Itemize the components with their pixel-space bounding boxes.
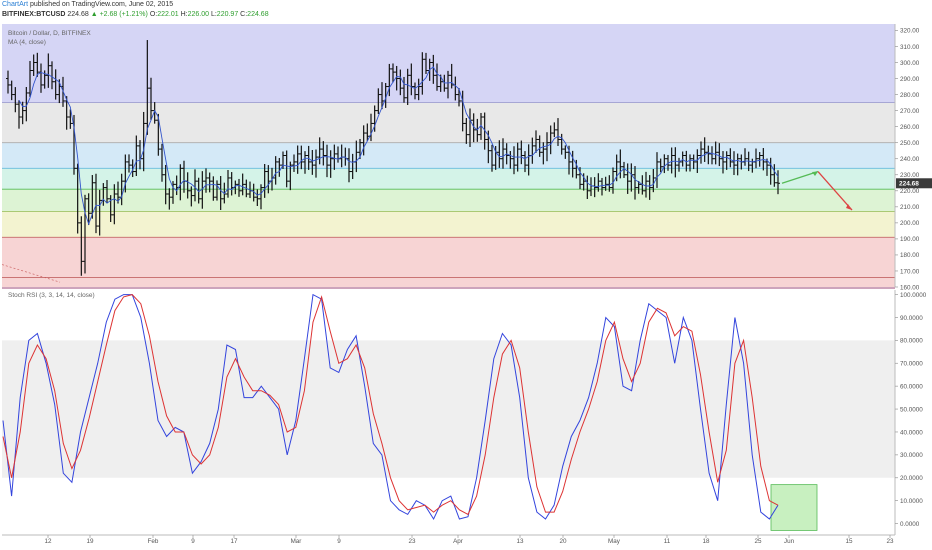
rsi-axis-label: 70.0000 bbox=[900, 361, 923, 368]
time-axis-label: 20 bbox=[559, 538, 567, 545]
publish-text: published on TradingView.com, June 02, 2… bbox=[30, 1, 174, 8]
high-label: H: bbox=[180, 11, 188, 18]
price-axis-label: 220.00 bbox=[900, 188, 920, 195]
price-axis-label: 190.00 bbox=[900, 236, 920, 243]
rsi-legend-title: Stoch RSI (3, 3, 14, 14, close) bbox=[8, 292, 95, 299]
low-label: L: bbox=[210, 11, 217, 18]
last-price-tag bbox=[896, 178, 932, 189]
time-axis-label: 12 bbox=[44, 538, 52, 545]
rsi-axis-label: 20.0000 bbox=[900, 475, 923, 482]
price-zone-3 bbox=[2, 168, 895, 190]
price-zone-6 bbox=[2, 237, 895, 287]
rsi-axis-label: 80.0000 bbox=[900, 338, 923, 345]
time-axis-label: 23 bbox=[408, 538, 416, 545]
open-value: 222.01 bbox=[157, 11, 179, 18]
price-axis-label: 240.00 bbox=[900, 156, 920, 163]
low-value: 220.97 bbox=[216, 11, 239, 18]
ma-line bbox=[18, 66, 779, 226]
time-axis-label: 23 bbox=[886, 538, 894, 545]
price-axis-label: 230.00 bbox=[900, 172, 920, 179]
time-axis-label: 9 bbox=[337, 538, 341, 545]
rsi-highlight-box bbox=[770, 484, 818, 531]
price-axis-label: 250.00 bbox=[900, 140, 920, 147]
open-label: O: bbox=[149, 11, 158, 18]
projection-down-line bbox=[817, 171, 853, 211]
price-zone-4 bbox=[2, 189, 895, 212]
publish-line: ChartArt published on TradingView.com, J… bbox=[2, 1, 173, 8]
time-axis-label: 15 bbox=[845, 538, 853, 545]
price-axis-label: 170.00 bbox=[900, 268, 920, 275]
symbol-label: BITFINEX:BTCUSD bbox=[2, 11, 66, 18]
projection-up-line bbox=[781, 170, 819, 184]
price-value: 224.68 bbox=[67, 11, 89, 18]
rsi-axis-label: 90.0000 bbox=[900, 315, 923, 322]
price-axis-label: 310.00 bbox=[900, 44, 920, 51]
price-axis-label: 290.00 bbox=[900, 76, 920, 83]
high-value: 226.00 bbox=[187, 11, 209, 18]
projection-down-arrowhead bbox=[846, 204, 852, 211]
time-axis-label: Jun bbox=[784, 538, 795, 545]
time-axis-label: Mar bbox=[291, 538, 302, 545]
price-axis-label: 260.00 bbox=[900, 124, 920, 131]
price-axis-label: 200.00 bbox=[900, 220, 920, 227]
time-axis-label: Apr bbox=[453, 538, 463, 545]
price-axis-label: 320.00 bbox=[900, 28, 920, 35]
price-zone-2 bbox=[2, 142, 895, 169]
price-zone-5 bbox=[2, 211, 895, 238]
rsi-axis-label: 40.0000 bbox=[900, 429, 923, 436]
change-value: ▲ +2.68 (+1.21%) bbox=[90, 11, 148, 18]
rsi-axis-label: 10.0000 bbox=[900, 498, 923, 505]
time-axis-label: 18 bbox=[702, 538, 710, 545]
time-axis-label: 9 bbox=[191, 538, 195, 545]
time-axis-label: 17 bbox=[230, 538, 238, 545]
time-axis-label: Feb bbox=[148, 538, 159, 545]
brand-link[interactable]: ChartArt bbox=[2, 1, 29, 8]
price-legend-title: Bitcoin / Dollar, D, BITFINEX bbox=[8, 30, 91, 37]
price-axis-label: 210.00 bbox=[900, 204, 920, 211]
close-value: 224.68 bbox=[247, 11, 269, 18]
rsi-axis-label: 100.0000 bbox=[900, 292, 927, 299]
ticker-line: BITFINEX:BTCUSD 224.68 ▲ +2.68 (+1.21%) … bbox=[2, 11, 269, 18]
time-axis-label: 19 bbox=[86, 538, 94, 545]
time-axis-label: 13 bbox=[516, 538, 524, 545]
rsi-axis-label: 50.0000 bbox=[900, 406, 923, 413]
price-axis-label: 300.00 bbox=[900, 60, 920, 67]
last-price-tag-text: 224.68 bbox=[899, 181, 919, 188]
close-label: C: bbox=[240, 11, 248, 18]
price-axis-label: 180.00 bbox=[900, 252, 920, 259]
rsi-axis-label: 30.0000 bbox=[900, 452, 923, 459]
stoch-d-line bbox=[2, 294, 779, 516]
rsi-band bbox=[2, 340, 895, 478]
time-axis-label: 11 bbox=[664, 538, 671, 545]
time-axis-label: 25 bbox=[754, 538, 762, 545]
price-axis-label: 160.00 bbox=[900, 284, 920, 291]
rsi-axis-label: 60.0000 bbox=[900, 383, 923, 390]
price-legend-ma: MA (4, close) bbox=[8, 39, 46, 46]
price-axis-label: 280.00 bbox=[900, 92, 920, 99]
time-axis-label: May bbox=[608, 538, 621, 545]
rsi-axis-label: 0.0000 bbox=[900, 521, 920, 528]
price-axis-label: 270.00 bbox=[900, 108, 920, 115]
projection-up-arrowhead bbox=[812, 171, 818, 177]
